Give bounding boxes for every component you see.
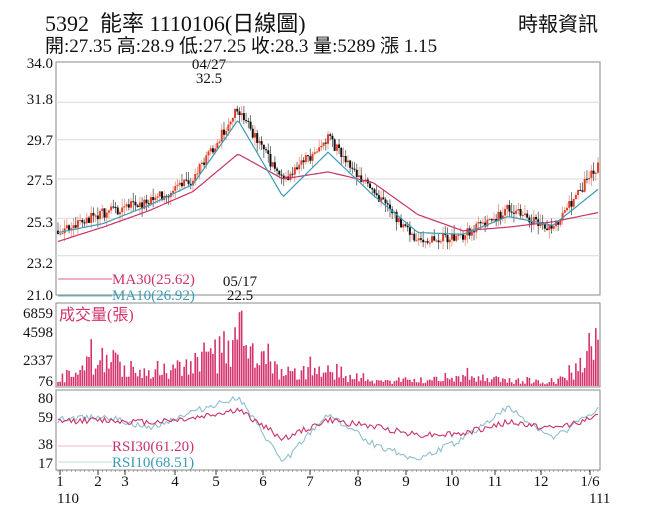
volume-panel [55, 302, 601, 388]
volume-tick: 2337 [23, 353, 54, 369]
stock-code: 5392 [45, 11, 89, 36]
rsi-tick: 59 [38, 410, 53, 426]
stock-name: 能率 [100, 11, 145, 36]
x-tick: 1 [56, 474, 64, 490]
rsi-tick: 80 [38, 391, 53, 407]
x-axis: 1 2 3 4 5 6 7 8 9 10 11 12 1/6 [56, 470, 600, 490]
volume-tick: 6859 [23, 306, 53, 322]
x-tick: 8 [354, 474, 362, 490]
x-tick: 11 [488, 474, 502, 490]
x-tick: 1/6 [580, 474, 600, 490]
x-tick: 4 [171, 474, 179, 490]
price-tick: 29.7 [27, 133, 54, 149]
low-date-label: 05/17 [223, 274, 258, 290]
volume-tick: 4598 [23, 325, 53, 341]
volume-title: 成交量(張) [59, 306, 134, 324]
brand-label: 時報資訊 [518, 14, 598, 36]
high-date-label: 04/27 [192, 57, 227, 73]
ma10-line [57, 120, 599, 235]
ma30-line [57, 153, 599, 243]
low-value-label: 22.5 [227, 288, 253, 304]
rsi10-legend: RSI10(68.51) [112, 455, 194, 471]
price-tick: 34.0 [27, 56, 53, 72]
stats-line: 開:27.35 高:28.9 低:27.25 收:28.3 量:5289 漲 1… [45, 36, 438, 57]
year-label-end: 111 [589, 491, 610, 507]
price-panel [55, 61, 601, 296]
rsi-panel [55, 389, 601, 472]
chart-date: 1110106 [149, 11, 225, 36]
volume-tick: 76 [38, 374, 54, 390]
price-tick: 31.8 [27, 92, 53, 108]
price-tick: 25.3 [27, 215, 53, 231]
x-tick: 7 [306, 474, 314, 490]
price-tick: 27.5 [27, 173, 53, 189]
rsi-tick: 38 [38, 437, 53, 453]
x-tick: 3 [121, 474, 129, 490]
rsi30-line [57, 407, 599, 442]
x-tick: 12 [534, 474, 549, 490]
year-label-start: 110 [57, 491, 79, 507]
ma10-legend: MA10(26.92) [112, 288, 195, 304]
chart-title: 5392 能率 1110106(日線圖) [45, 6, 306, 38]
x-tick: 5 [212, 474, 220, 490]
price-tick: 21.0 [27, 288, 53, 304]
rsi10-line [57, 395, 599, 463]
chart-period: (日線圖) [224, 11, 306, 36]
x-tick: 10 [445, 474, 460, 490]
x-tick: 9 [402, 474, 410, 490]
x-tick: 6 [259, 474, 267, 490]
x-tick: 2 [94, 474, 102, 490]
rsi-tick: 17 [38, 456, 54, 472]
rsi30-legend: RSI30(61.20) [112, 439, 194, 455]
high-value-label: 32.5 [196, 71, 222, 87]
price-tick: 23.2 [27, 256, 53, 272]
ma30-legend: MA30(25.62) [112, 272, 195, 288]
